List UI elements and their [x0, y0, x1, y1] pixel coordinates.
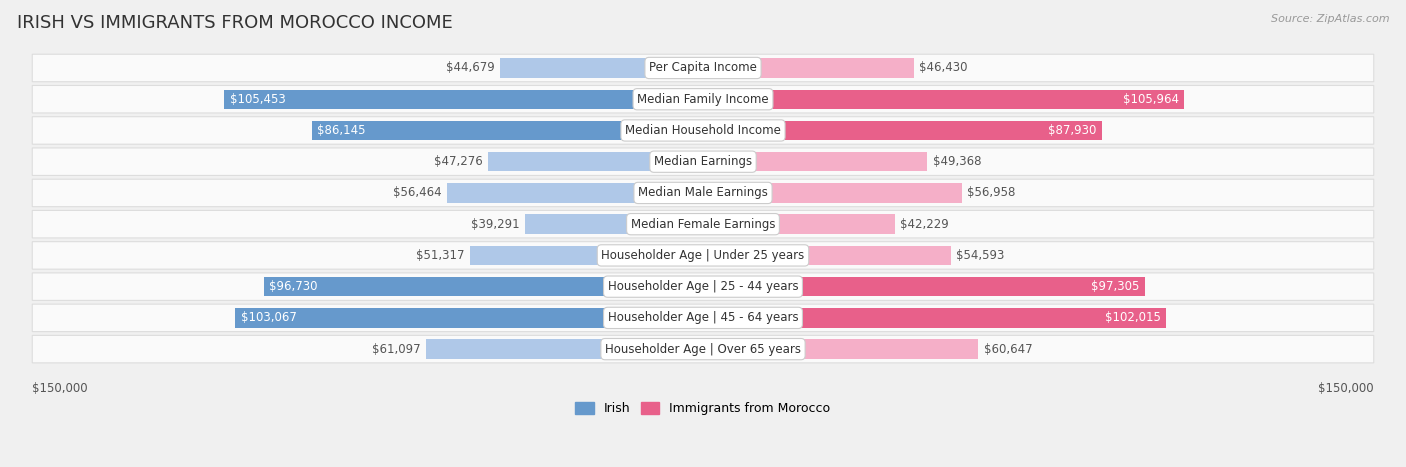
FancyBboxPatch shape: [32, 273, 1374, 300]
Text: $46,430: $46,430: [920, 62, 967, 74]
Text: Median Family Income: Median Family Income: [637, 93, 769, 106]
Bar: [703, 246, 950, 265]
Bar: [312, 121, 703, 140]
Bar: [470, 246, 703, 265]
Bar: [426, 340, 703, 359]
Bar: [235, 308, 703, 327]
Text: $49,368: $49,368: [932, 155, 981, 168]
Text: $47,276: $47,276: [434, 155, 482, 168]
Text: $56,958: $56,958: [967, 186, 1015, 199]
Bar: [703, 152, 927, 171]
Bar: [264, 277, 703, 297]
Bar: [488, 152, 703, 171]
Text: $42,229: $42,229: [900, 218, 949, 231]
Text: $60,647: $60,647: [984, 343, 1032, 356]
Bar: [703, 340, 979, 359]
Bar: [703, 183, 962, 203]
Text: $97,305: $97,305: [1091, 280, 1139, 293]
Bar: [524, 214, 703, 234]
FancyBboxPatch shape: [32, 211, 1374, 238]
Text: Householder Age | 45 - 64 years: Householder Age | 45 - 64 years: [607, 311, 799, 325]
Text: Per Capita Income: Per Capita Income: [650, 62, 756, 74]
Bar: [703, 308, 1166, 327]
Text: Median Household Income: Median Household Income: [626, 124, 780, 137]
Text: $102,015: $102,015: [1105, 311, 1161, 325]
Text: IRISH VS IMMIGRANTS FROM MOROCCO INCOME: IRISH VS IMMIGRANTS FROM MOROCCO INCOME: [17, 14, 453, 32]
Text: $150,000: $150,000: [32, 382, 87, 395]
Bar: [501, 58, 703, 78]
FancyBboxPatch shape: [32, 241, 1374, 269]
Text: $150,000: $150,000: [1319, 382, 1374, 395]
Text: $61,097: $61,097: [371, 343, 420, 356]
Text: $54,593: $54,593: [956, 249, 1005, 262]
Text: $44,679: $44,679: [446, 62, 495, 74]
Bar: [703, 121, 1102, 140]
Text: $105,453: $105,453: [229, 93, 285, 106]
Bar: [703, 58, 914, 78]
Legend: Irish, Immigrants from Morocco: Irish, Immigrants from Morocco: [571, 397, 835, 420]
Text: $87,930: $87,930: [1049, 124, 1097, 137]
Text: Householder Age | Under 25 years: Householder Age | Under 25 years: [602, 249, 804, 262]
Text: Source: ZipAtlas.com: Source: ZipAtlas.com: [1271, 14, 1389, 24]
Text: $39,291: $39,291: [471, 218, 519, 231]
Bar: [225, 90, 703, 109]
Bar: [703, 90, 1184, 109]
Text: $86,145: $86,145: [318, 124, 366, 137]
FancyBboxPatch shape: [32, 335, 1374, 363]
Bar: [447, 183, 703, 203]
Text: $56,464: $56,464: [392, 186, 441, 199]
Bar: [703, 277, 1144, 297]
Text: Householder Age | 25 - 44 years: Householder Age | 25 - 44 years: [607, 280, 799, 293]
FancyBboxPatch shape: [32, 148, 1374, 176]
Text: Median Female Earnings: Median Female Earnings: [631, 218, 775, 231]
FancyBboxPatch shape: [32, 117, 1374, 144]
FancyBboxPatch shape: [32, 85, 1374, 113]
Text: Median Male Earnings: Median Male Earnings: [638, 186, 768, 199]
Text: Median Earnings: Median Earnings: [654, 155, 752, 168]
Bar: [703, 214, 894, 234]
Text: $103,067: $103,067: [240, 311, 297, 325]
FancyBboxPatch shape: [32, 179, 1374, 207]
FancyBboxPatch shape: [32, 304, 1374, 332]
FancyBboxPatch shape: [32, 54, 1374, 82]
Text: Householder Age | Over 65 years: Householder Age | Over 65 years: [605, 343, 801, 356]
Text: $105,964: $105,964: [1122, 93, 1178, 106]
Text: $51,317: $51,317: [416, 249, 464, 262]
Text: $96,730: $96,730: [270, 280, 318, 293]
